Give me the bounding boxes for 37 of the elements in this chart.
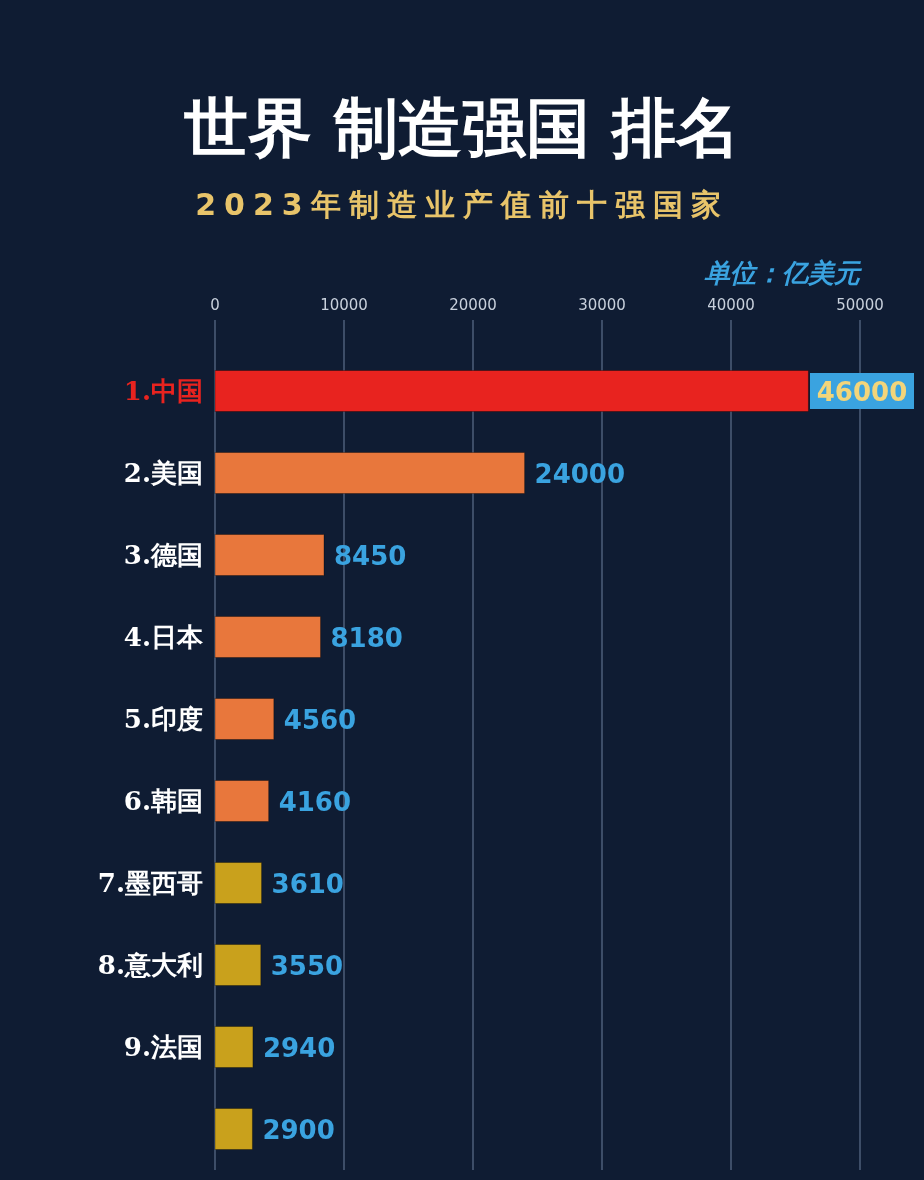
data-label: 4160 <box>278 787 352 817</box>
data-label: 2900 <box>262 1115 335 1145</box>
y-tick-label: 1.中国 <box>123 376 203 406</box>
y-tick-label: 7.墨西哥 <box>97 868 203 898</box>
bar <box>214 944 262 986</box>
text: 单位：亿美元 <box>704 258 863 288</box>
x-tick-label: 20000 <box>449 296 497 314</box>
bar <box>214 1026 254 1068</box>
x-tick-label: 40000 <box>707 296 755 314</box>
data-label: 2940 <box>262 1033 336 1063</box>
y-tick-label: 9.法国 <box>123 1032 203 1062</box>
data-label: 8180 <box>330 623 403 653</box>
data-label: 4560 <box>283 705 357 735</box>
bar <box>214 698 275 740</box>
chart-subtitle: 2023年制造业产值前十强国家 <box>195 187 729 222</box>
data-label: 3610 <box>271 869 344 899</box>
data-label: 3550 <box>270 951 344 981</box>
bar <box>214 452 526 494</box>
y-tick-label: 6.韩国 <box>123 786 203 816</box>
x-tick-label: 0 <box>210 296 220 314</box>
bar <box>214 616 322 658</box>
y-tick-label: 5.印度 <box>123 704 203 734</box>
x-tick-label: 30000 <box>578 296 626 314</box>
bar <box>214 1108 253 1150</box>
y-tick-label: 2.美国 <box>123 458 203 488</box>
bar <box>214 534 325 576</box>
y-tick-label: 8.意大利 <box>97 950 203 980</box>
x-tick-label: 50000 <box>836 296 884 314</box>
x-tick-label: 10000 <box>320 296 368 314</box>
data-label: 8450 <box>334 541 407 571</box>
bar <box>214 862 263 904</box>
y-tick-label: 3.德国 <box>123 540 203 570</box>
bar <box>214 780 270 822</box>
chart-title: 世界 制造强国 排名 <box>182 91 741 165</box>
data-label: 24000 <box>534 459 626 489</box>
data-label: 46000 <box>816 377 908 407</box>
y-tick-label: 4.日本 <box>123 622 204 652</box>
